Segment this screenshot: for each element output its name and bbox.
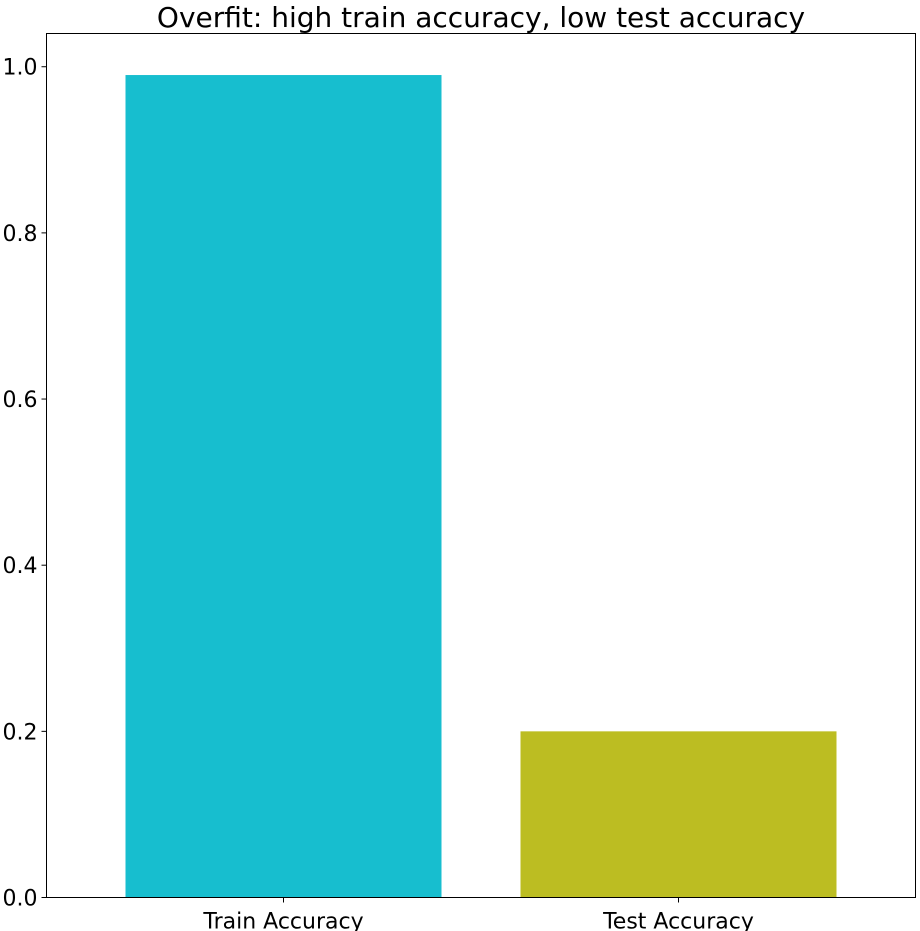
y-tick-label: 0.4: [3, 554, 38, 579]
chart-title: Overfit: high train accuracy, low test a…: [157, 1, 805, 34]
x-axis: Train Accuracy Test Accuracy: [202, 897, 754, 931]
x-tick-label: Test Accuracy: [602, 910, 754, 931]
x-tick-label: Train Accuracy: [202, 910, 363, 931]
y-axis: 0.0 0.2 0.4 0.6 0.8 1.0: [3, 56, 47, 912]
axes-frame: [46, 33, 916, 898]
y-tick-label: 0.6: [3, 388, 38, 413]
y-tick-label: 1.0: [3, 56, 38, 81]
y-tick-label: 0.2: [3, 720, 38, 745]
y-tick-label: 0.0: [3, 887, 38, 912]
bars-group: [125, 75, 837, 898]
y-tick-label: 0.8: [3, 222, 38, 247]
bar-test-accuracy: [520, 731, 837, 898]
bar-train-accuracy: [125, 75, 442, 898]
